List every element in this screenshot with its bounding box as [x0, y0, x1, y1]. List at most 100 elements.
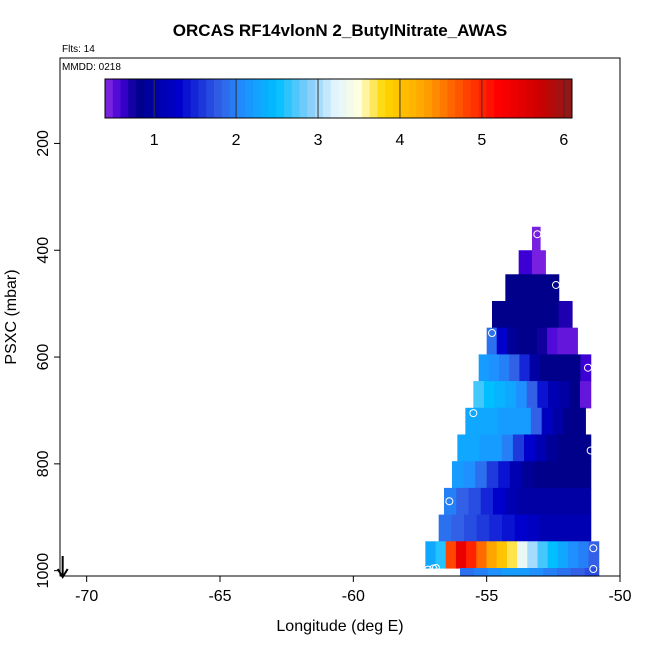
colorbar-segment	[455, 79, 464, 118]
y-tick-label: 1000	[35, 553, 52, 589]
colorbar-segment	[540, 79, 550, 118]
heatmap-cell	[554, 487, 567, 516]
heatmap-cell	[465, 407, 477, 436]
colorbar-segment	[385, 79, 394, 118]
heatmap-cell	[535, 434, 547, 462]
y-axis-label: PSXC (mbar)	[3, 269, 20, 364]
colorbar-segment	[556, 79, 565, 118]
colorbar-segment	[175, 79, 184, 118]
heatmap-cell	[438, 514, 452, 542]
heatmap-cell	[547, 327, 558, 355]
colorbar-segment	[494, 79, 503, 118]
heatmap-cell	[563, 407, 576, 436]
heatmap-cell	[460, 567, 475, 577]
heatmap-cell	[558, 381, 570, 409]
heatmap-cell	[530, 407, 543, 436]
heatmap-cell	[456, 487, 470, 516]
heatmap-cell	[516, 327, 528, 355]
heatmap-cell	[567, 327, 578, 355]
heatmap-cell	[546, 434, 558, 462]
heatmap-cell	[452, 461, 465, 489]
colorbar-tick-label: 6	[559, 132, 568, 149]
heatmap-cell	[505, 300, 520, 329]
heatmap-cell	[492, 300, 506, 329]
heatmap-cell	[498, 461, 511, 489]
colorbar-segment	[105, 79, 114, 118]
heatmap-cell	[486, 541, 498, 569]
heatmap-cell	[487, 407, 499, 436]
x-tick-label: -70	[75, 588, 98, 605]
heatmap-cell	[568, 541, 579, 569]
colorbar-segment	[276, 79, 285, 118]
colorbar-segment	[190, 79, 199, 118]
heatmap-cell	[516, 381, 528, 409]
colorbar-segment	[143, 79, 153, 118]
heatmap-cell	[540, 514, 554, 542]
heatmap-cell	[466, 541, 477, 569]
sampling-arrow	[56, 556, 69, 579]
observation-points	[424, 230, 598, 574]
heatmap-cell	[476, 541, 488, 569]
heatmap-cell	[519, 407, 532, 436]
date-label: MMDD: 0218	[62, 62, 121, 73]
heatmap-cell	[537, 541, 549, 569]
heatmap-cell	[570, 567, 586, 577]
heatmap-cell	[464, 514, 478, 542]
heatmap-cell	[557, 541, 569, 569]
colorbar-segment	[377, 79, 386, 118]
heatmap-cell	[579, 461, 592, 489]
heatmap-cell	[532, 461, 546, 489]
heatmap-cell	[549, 354, 561, 382]
heatmap-cell	[479, 434, 492, 462]
heatmap-cell	[518, 300, 533, 329]
colorbar-segment	[478, 79, 487, 118]
arrow-head	[56, 568, 69, 579]
colorbar-segment	[151, 79, 160, 118]
heatmap-cell	[486, 327, 498, 355]
heatmap-cell	[537, 327, 548, 355]
heatmap-cell	[529, 567, 544, 577]
data-point	[424, 565, 432, 574]
colorbar-segment	[525, 79, 534, 118]
colorbar-segment	[315, 79, 324, 118]
heatmap-cell	[565, 514, 579, 542]
heatmap-cell	[541, 487, 555, 516]
heatmap-cell	[514, 514, 528, 542]
data-point	[469, 409, 478, 418]
data-point	[589, 565, 598, 574]
heatmap-cell	[517, 487, 531, 516]
heatmap-cell	[527, 541, 539, 569]
heatmap-cell	[556, 461, 569, 489]
heatmap-cell	[552, 514, 566, 542]
colorbar-segment	[509, 79, 519, 118]
heatmap-cell	[548, 381, 560, 409]
heatmap-cell	[501, 567, 517, 577]
colorbar-segment	[346, 79, 355, 118]
heatmap-cell	[518, 274, 533, 302]
heatmap-cell	[496, 541, 508, 569]
heatmap-cell	[476, 407, 488, 436]
heatmap-cell	[498, 407, 510, 436]
colorbar-segment	[369, 79, 378, 118]
colorbar-segment	[229, 79, 238, 118]
heatmap-cell	[496, 327, 508, 355]
x-axis-label: Longitude (deg E)	[276, 618, 403, 635]
heatmap-cell	[544, 461, 557, 489]
colorbar-segment	[128, 79, 137, 118]
heatmap-cell	[526, 327, 538, 355]
heatmap-cell	[543, 567, 558, 577]
colorbar-segment	[439, 79, 448, 118]
data-point	[589, 544, 598, 553]
heatmap-cell	[557, 567, 572, 577]
heatmap-cell	[478, 354, 490, 382]
colorbar-segment	[330, 79, 339, 118]
heatmap-cell	[512, 434, 525, 462]
heatmap-cell	[509, 461, 522, 489]
heatmap-cell	[539, 354, 551, 382]
heatmap-cells	[425, 226, 600, 577]
heatmap-cell	[579, 434, 592, 462]
data-point	[552, 280, 560, 289]
heatmap-cell	[502, 514, 516, 542]
heatmap-cell	[558, 300, 573, 329]
x-axis: -70 -65 -60 -55 -50	[75, 576, 632, 605]
